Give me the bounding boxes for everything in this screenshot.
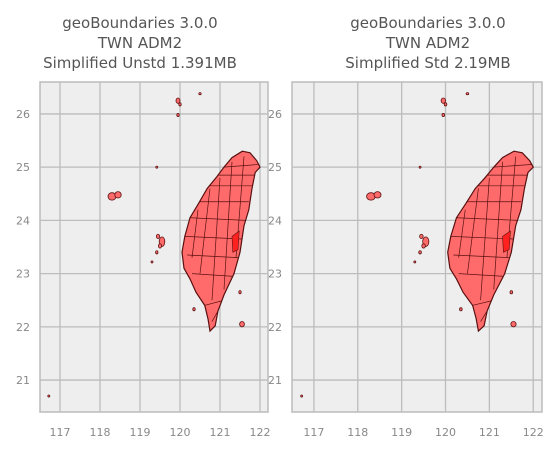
y-tick-label: 21 <box>16 374 30 387</box>
district-boundary <box>456 217 518 221</box>
district-boundary <box>471 299 494 306</box>
title-line-1: geoBoundaries 3.0.0 <box>350 14 506 32</box>
x-tick-label: 117 <box>50 426 71 439</box>
x-tick-label: 118 <box>90 426 111 439</box>
island <box>418 250 422 255</box>
district-boundary <box>223 164 259 168</box>
y-tick-label: 23 <box>268 268 282 281</box>
district-boundary <box>189 217 247 221</box>
map-panel-std: geoBoundaries 3.0.0 TWN ADM2 Simplified … <box>268 0 556 454</box>
island <box>157 243 162 249</box>
district-boundary <box>191 273 233 277</box>
district-boundary <box>211 177 221 301</box>
island <box>421 243 426 249</box>
title-line-2: TWN ADM2 <box>97 34 183 52</box>
x-tick-label: 120 <box>435 426 456 439</box>
map-plot: 117 118 119 120 121 122 21 22 23 24 25 26 <box>268 81 544 439</box>
island <box>114 191 122 199</box>
x-tick-label: 119 <box>130 426 151 439</box>
island <box>155 250 159 255</box>
island <box>465 92 470 96</box>
district-boundary <box>191 209 199 258</box>
island <box>239 321 245 328</box>
island <box>238 290 242 295</box>
island <box>443 102 448 107</box>
island <box>192 307 196 312</box>
district-boundary <box>493 161 503 290</box>
title-line-2: TWN ADM2 <box>385 34 471 52</box>
island <box>198 92 202 96</box>
x-tick-label: 118 <box>347 426 368 439</box>
x-tick-label: 117 <box>303 426 324 439</box>
x-tick-label: 120 <box>170 426 191 439</box>
title-line-3: Simplified Std 2.19MB <box>345 54 511 72</box>
x-tick-label: 122 <box>523 426 544 439</box>
y-tick-label: 22 <box>268 321 282 334</box>
y-tick-label: 22 <box>16 321 30 334</box>
island <box>459 307 463 312</box>
island <box>373 191 382 199</box>
island <box>47 394 51 398</box>
island <box>440 97 446 104</box>
district-boundary <box>453 254 510 258</box>
district-boundary <box>211 310 219 322</box>
island <box>509 290 514 295</box>
island <box>150 260 154 264</box>
y-tick-label: 26 <box>268 108 282 121</box>
district-boundary <box>187 254 239 258</box>
island <box>178 102 182 107</box>
highlighted-district <box>502 230 511 253</box>
island <box>176 113 180 117</box>
x-tick-label: 119 <box>391 426 412 439</box>
island <box>510 321 517 328</box>
y-tick-label: 26 <box>16 108 30 121</box>
district-boundary <box>458 209 466 258</box>
district-boundary <box>223 161 233 290</box>
title-line-1: geoBoundaries 3.0.0 <box>62 14 218 32</box>
island <box>155 233 160 239</box>
x-tick-label: 121 <box>479 426 500 439</box>
highlighted-district <box>231 230 240 253</box>
y-tick-label: 21 <box>268 374 282 387</box>
y-tick-label: 23 <box>16 268 30 281</box>
district-boundary <box>203 299 225 306</box>
x-tick-label: 122 <box>250 426 271 439</box>
title-line-3: Simplified Unstd 1.391MB <box>43 54 237 72</box>
island <box>419 233 424 239</box>
district-boundary <box>458 273 503 277</box>
y-tick-label: 24 <box>16 214 30 227</box>
taiwan-main-island <box>447 150 534 333</box>
panel-title: geoBoundaries 3.0.0 TWN ADM2 Simplified … <box>288 13 556 73</box>
taiwan-main-island <box>181 150 261 333</box>
district-boundary <box>480 310 488 322</box>
island <box>418 165 422 169</box>
district-boundary <box>467 188 479 274</box>
x-tick-label: 121 <box>210 426 231 439</box>
y-tick-label: 25 <box>16 161 30 174</box>
district-boundary <box>199 188 211 274</box>
district-boundary <box>480 177 490 301</box>
island <box>175 97 181 104</box>
y-tick-label: 25 <box>268 161 282 174</box>
panel-title: geoBoundaries 3.0.0 TWN ADM2 Simplified … <box>10 13 270 73</box>
island <box>441 113 446 117</box>
y-tick-label: 24 <box>268 214 282 227</box>
island <box>155 165 159 169</box>
map-panel-unstd: geoBoundaries 3.0.0 TWN ADM2 Simplified … <box>10 13 271 439</box>
island <box>300 394 304 398</box>
map-plot: 117 118 119 120 121 122 21 22 23 24 25 26 <box>16 81 271 439</box>
district-boundary <box>493 164 532 168</box>
island <box>413 260 417 264</box>
